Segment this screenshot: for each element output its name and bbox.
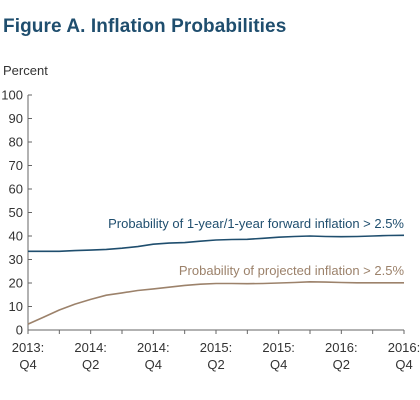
y-tick-label: 60 — [9, 182, 23, 197]
x-tick-label: 2014: — [137, 340, 170, 355]
y-tick-label: 30 — [9, 252, 23, 267]
series-layer — [27, 234, 405, 325]
axes — [27, 94, 405, 334]
y-tick-label: 80 — [9, 135, 23, 150]
x-tick-label: 2013: — [12, 340, 45, 355]
x-tick-label: 2015: — [200, 340, 233, 355]
y-axis-unit-label: Percent — [3, 63, 48, 78]
y-tick-label: 10 — [9, 299, 23, 314]
y-tick-label: 0 — [16, 323, 23, 338]
x-tick-label: 2014: — [74, 340, 107, 355]
x-tick-label: Q2 — [333, 357, 350, 372]
x-tick-label: 2016: — [388, 340, 420, 355]
x-tick-label: Q4 — [19, 357, 36, 372]
y-tick-label: 90 — [9, 111, 23, 126]
y-tick-label: 20 — [9, 276, 23, 291]
series-line-2 — [27, 280, 404, 325]
y-tick-label: 50 — [9, 205, 23, 220]
y-tick-label: 40 — [9, 229, 23, 244]
x-tick-label: Q2 — [207, 357, 224, 372]
x-tick-label: 2016: — [325, 340, 358, 355]
chart-title: Figure A. Inflation Probabilities — [3, 16, 287, 37]
x-tick-label: 2015: — [262, 340, 295, 355]
labels-layer: Percent 0 10 20 30 40 50 60 70 80 90 100 2013: Q4 2014… — [1, 63, 420, 372]
series-label-1: Probability of 1-year/1-year forward inf… — [108, 216, 404, 231]
x-tick-label: Q4 — [145, 357, 162, 372]
y-tick-label: 70 — [9, 158, 23, 173]
series-label-2: Probability of projected inflation > 2.5… — [179, 263, 405, 278]
series-line-1 — [28, 234, 405, 253]
y-tick-label: 100 — [1, 88, 23, 103]
x-tick-label: Q4 — [270, 357, 287, 372]
x-tick-label: Q2 — [82, 357, 99, 372]
x-tick-label: Q4 — [395, 357, 412, 372]
